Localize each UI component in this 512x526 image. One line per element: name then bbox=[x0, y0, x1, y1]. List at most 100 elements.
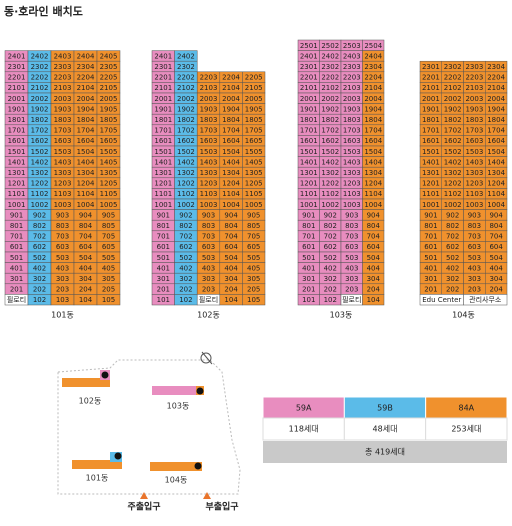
unit-label: 204 bbox=[489, 286, 503, 294]
unit-label: 404 bbox=[367, 264, 381, 272]
unit-cell bbox=[96, 294, 121, 306]
unit-label: 201 bbox=[10, 286, 23, 294]
unit-label: 1203 bbox=[54, 180, 72, 188]
unit-label: 2204 bbox=[364, 74, 382, 82]
unit-label: 604 bbox=[367, 243, 381, 251]
unit-label: 1302 bbox=[177, 169, 195, 177]
building-block bbox=[152, 386, 202, 395]
unit-label: 2103 bbox=[54, 84, 72, 92]
unit-label: 1703 bbox=[343, 127, 361, 135]
unit-label: 1404 bbox=[77, 158, 95, 166]
unit-label: 1803 bbox=[200, 116, 218, 124]
unit-label: 1805 bbox=[245, 116, 263, 124]
unit-label: 1503 bbox=[465, 148, 483, 156]
unit-label: 1104 bbox=[77, 190, 95, 198]
unit-label: 2205 bbox=[100, 74, 118, 82]
unit-label: 302 bbox=[446, 275, 459, 283]
unit-label: 603 bbox=[468, 243, 481, 251]
unit-label: 502 bbox=[179, 254, 192, 262]
unit-label: 504 bbox=[79, 254, 93, 262]
unit-label: 1804 bbox=[77, 116, 95, 124]
marker bbox=[194, 462, 202, 470]
unit-label: 1401 bbox=[8, 158, 26, 166]
unit-label: 1301 bbox=[422, 169, 440, 177]
unit-label: 2305 bbox=[100, 63, 118, 71]
unit-label: 601 bbox=[302, 243, 315, 251]
unit-label: 304 bbox=[79, 275, 93, 283]
unit-label: 1702 bbox=[321, 127, 339, 135]
unit-label: 602 bbox=[324, 243, 337, 251]
unit-label: 203 bbox=[468, 286, 481, 294]
unit-label: 503 bbox=[202, 254, 215, 262]
unit-label: 2304 bbox=[487, 63, 505, 71]
unit-label: 403 bbox=[468, 264, 481, 272]
unit-label: 903 bbox=[56, 211, 69, 219]
unit-label: 1602 bbox=[321, 137, 339, 145]
unit-label: 2003 bbox=[465, 95, 483, 103]
unit-label: 1604 bbox=[222, 137, 240, 145]
unit-label: 1002 bbox=[177, 201, 195, 209]
unit-label: 1204 bbox=[222, 180, 240, 188]
unit-label: 1105 bbox=[100, 190, 118, 198]
unit-label: 405 bbox=[247, 264, 260, 272]
unit-label: 804 bbox=[224, 222, 238, 230]
unit-label: 1404 bbox=[487, 158, 505, 166]
unit-label: 1603 bbox=[343, 137, 361, 145]
unit-label: 205 bbox=[247, 286, 260, 294]
unit-label: 203 bbox=[345, 286, 358, 294]
unit-label: 2201 bbox=[300, 74, 318, 82]
unit-label: 801 bbox=[157, 222, 170, 230]
unit-label: 1505 bbox=[100, 148, 118, 156]
unit-label: 1902 bbox=[177, 105, 195, 113]
unit-label: 1005 bbox=[245, 201, 263, 209]
unit-label: 2402 bbox=[31, 52, 49, 60]
unit-label: 1501 bbox=[300, 148, 318, 156]
unit-label: 1903 bbox=[465, 105, 483, 113]
unit-label: 901 bbox=[157, 211, 170, 219]
unit-label: 601 bbox=[424, 243, 437, 251]
unit-label: 705 bbox=[247, 233, 260, 241]
unit-label: 1801 bbox=[154, 116, 172, 124]
unit-label: 1502 bbox=[177, 148, 195, 156]
unit-label: 501 bbox=[157, 254, 170, 262]
unit-label: 1504 bbox=[222, 148, 240, 156]
unit-label: 1803 bbox=[54, 116, 72, 124]
unit-label: 1501 bbox=[154, 148, 172, 156]
unit-label: 201 bbox=[157, 286, 170, 294]
unit-label: 802 bbox=[324, 222, 337, 230]
unit-label: 805 bbox=[102, 222, 115, 230]
unit-label: 1901 bbox=[8, 105, 26, 113]
unit-label: 1101 bbox=[8, 190, 26, 198]
unit-label: 2104 bbox=[364, 84, 382, 92]
unit-label: 2402 bbox=[321, 52, 339, 60]
unit-label: 2101 bbox=[300, 84, 318, 92]
unit-label: 404 bbox=[224, 264, 238, 272]
unit-label: 801 bbox=[10, 222, 23, 230]
unit-label: 103 bbox=[56, 296, 69, 304]
unit-label: 803 bbox=[345, 222, 358, 230]
unit-label: 1603 bbox=[465, 137, 483, 145]
unit-label: 201 bbox=[302, 286, 315, 294]
unit-label: 1901 bbox=[154, 105, 172, 113]
unit-label: 804 bbox=[489, 222, 503, 230]
building-label: 104동 bbox=[452, 311, 475, 320]
unit-label: 1804 bbox=[364, 116, 382, 124]
unit-label: 1403 bbox=[200, 158, 218, 166]
unit-label: 1001 bbox=[300, 201, 318, 209]
unit-label: 1903 bbox=[54, 105, 72, 113]
building-block bbox=[62, 378, 110, 387]
unit-label: 1701 bbox=[154, 127, 172, 135]
unit-label: 1902 bbox=[31, 105, 49, 113]
unit-label: 504 bbox=[489, 254, 503, 262]
unit-label: 1802 bbox=[177, 116, 195, 124]
site-map bbox=[57, 351, 241, 499]
unit-label: 1605 bbox=[100, 137, 118, 145]
unit-label: 505 bbox=[247, 254, 260, 262]
unit-cell bbox=[362, 294, 385, 306]
unit-label: 403 bbox=[345, 264, 358, 272]
compass-needle bbox=[201, 351, 213, 365]
unit-label: 402 bbox=[179, 264, 192, 272]
unit-label: 2303 bbox=[343, 63, 361, 71]
unit-label: 1302 bbox=[31, 169, 49, 177]
